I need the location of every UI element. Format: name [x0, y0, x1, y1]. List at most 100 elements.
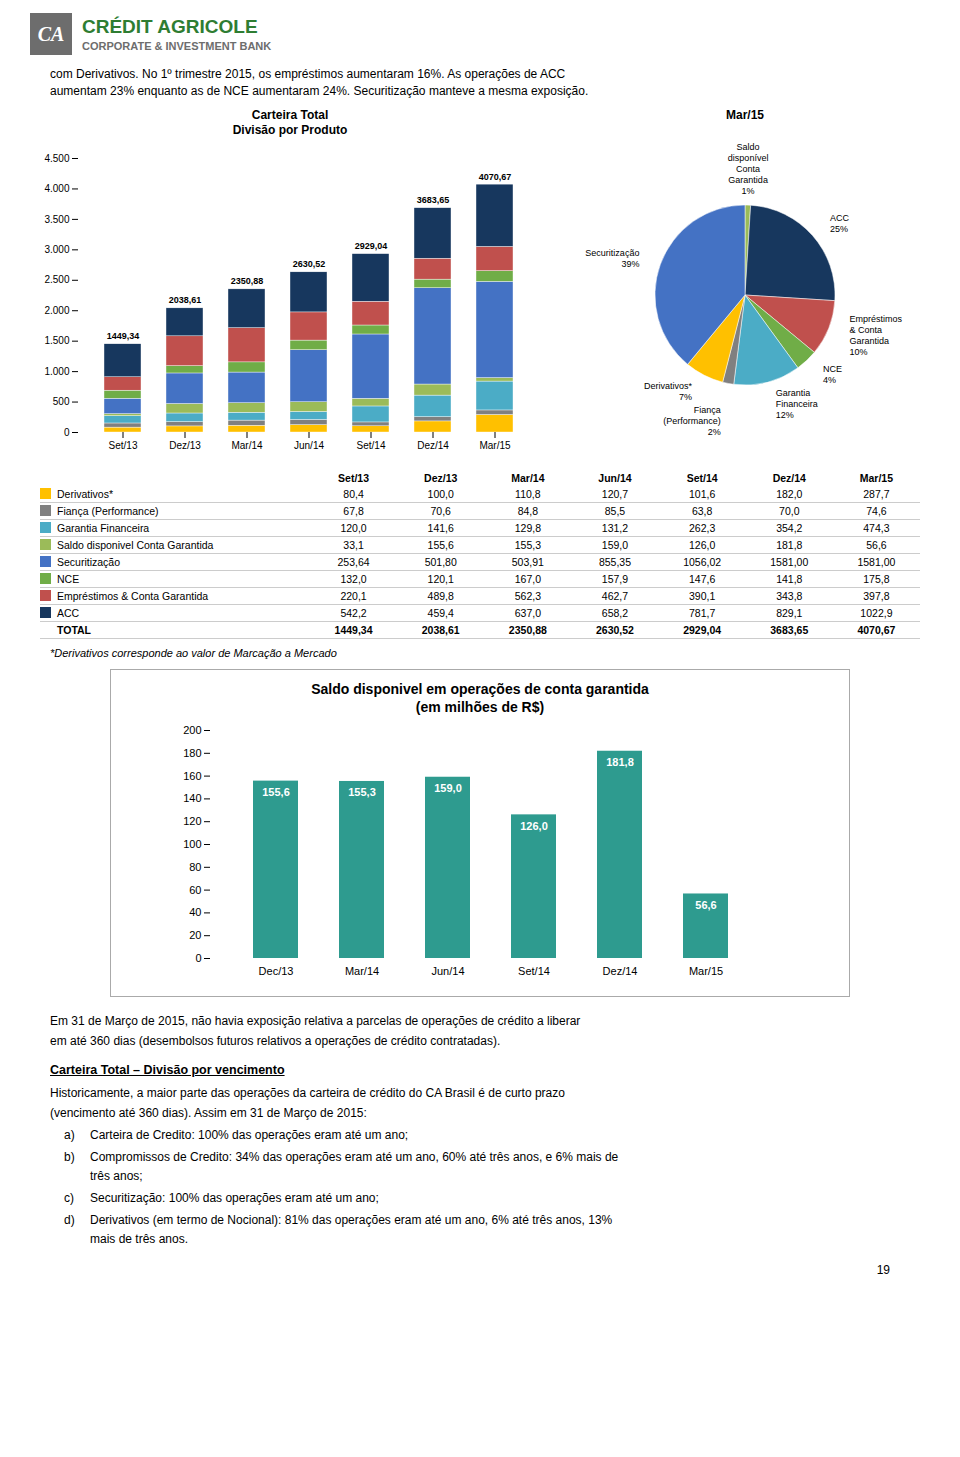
svg-text:3.000: 3.000 [44, 244, 69, 255]
html-text:aumentam 23% enquanto as de NC: aumentam 23% enquanto as de NCE aumentar… [50, 84, 589, 98]
svg-text:4.000: 4.000 [44, 183, 69, 194]
svg-text:200: 200 [183, 724, 201, 736]
svg-text:56,6: 56,6 [695, 899, 716, 911]
svg-text:0: 0 [64, 427, 70, 438]
svg-text:2.000: 2.000 [44, 305, 69, 316]
html-text:Fiança (Performance): Fiança (Performance) [57, 505, 159, 517]
svg-text:80: 80 [189, 861, 201, 873]
svg-text:1449,34: 1449,34 [107, 331, 140, 341]
svg-text:Fiança(Performance)2%: Fiança(Performance)2% [663, 405, 721, 437]
svg-text:Dez/13: Dez/13 [169, 440, 201, 451]
svg-text:Set/13: Set/13 [109, 440, 138, 451]
html-text:70,6: 70,6 [430, 505, 451, 517]
html-text:63,8: 63,8 [691, 505, 713, 517]
html-text:(em milhões de R$): (em milhões de R$) [415, 699, 545, 715]
svg-text:Derivativos*7%: Derivativos*7% [644, 381, 693, 402]
html-text:Mar/15: Mar/15 [859, 472, 894, 484]
svg-text:Mar/15: Mar/15 [479, 440, 511, 451]
html-text:três anos;: três anos; [90, 1169, 143, 1183]
svg-text:155,6: 155,6 [262, 786, 290, 798]
svg-text:180: 180 [183, 747, 201, 759]
svg-text:2038,61: 2038,61 [169, 295, 202, 305]
svg-text:159,0: 159,0 [434, 782, 462, 794]
html-text:Set/13: Set/13 [338, 472, 369, 484]
svg-text:60: 60 [189, 884, 201, 896]
html-text:80,4: 80,4 [343, 488, 364, 500]
html-text:com Derivativos. No 1º trimest: com Derivativos. No 1º trimestre 2015, o… [50, 67, 566, 81]
html-text:Dez/13: Dez/13 [424, 472, 458, 484]
html-text:182,0: 182,0 [776, 488, 803, 500]
html-text:19: 19 [876, 1263, 890, 1277]
svg-text:3.500: 3.500 [44, 214, 69, 225]
svg-text:2630,52: 2630,52 [293, 259, 326, 269]
svg-text:Mar/15: Mar/15 [689, 965, 723, 977]
html-text:Divisão por Produto: Divisão por Produto [232, 123, 348, 137]
html-text:Dez/14: Dez/14 [772, 472, 806, 484]
svg-text:Mar/14: Mar/14 [231, 440, 263, 451]
svg-text:Set/14: Set/14 [357, 440, 386, 451]
html-text:Carteira Total: Carteira Total [251, 108, 329, 122]
svg-text:160: 160 [183, 770, 201, 782]
svg-text:181,8: 181,8 [606, 756, 634, 768]
svg-text:4070,67: 4070,67 [479, 172, 512, 182]
svg-text:20: 20 [189, 929, 201, 941]
svg-text:500: 500 [53, 396, 70, 407]
svg-text:2350,88: 2350,88 [231, 276, 264, 286]
html-text:Carteira Total – Divisão por v: Carteira Total – Divisão por vencimento [50, 1063, 285, 1077]
html-text:Derivativos*: Derivativos* [57, 488, 113, 500]
html-text:Mar/15: Mar/15 [726, 108, 764, 122]
html-text:120,7: 120,7 [601, 488, 629, 500]
svg-text:Dez/14: Dez/14 [603, 965, 638, 977]
html-text:120,0: 120,0 [340, 522, 367, 534]
svg-text:NCE4%: NCE4% [823, 364, 842, 385]
svg-text:Empréstimos& ContaGarantida10%: Empréstimos& ContaGarantida10% [849, 314, 902, 357]
html-text:85,5: 85,5 [604, 505, 626, 517]
svg-text:0: 0 [195, 952, 201, 964]
svg-text:4.500: 4.500 [44, 153, 69, 164]
html-text:67,8: 67,8 [343, 505, 364, 517]
svg-text:Dec/13: Dec/13 [259, 965, 294, 977]
html-text:Garantia Financeira: Garantia Financeira [57, 522, 150, 534]
html-text:CRÉDIT AGRICOLE: CRÉDIT AGRICOLE [82, 16, 258, 37]
svg-text:40: 40 [189, 906, 201, 918]
svg-text:1.000: 1.000 [44, 366, 69, 377]
html-text:Historicamente, a maior parte: Historicamente, a maior parte das operaç… [50, 1086, 565, 1120]
html-text:100,0: 100,0 [427, 488, 454, 500]
svg-text:155,3: 155,3 [348, 786, 376, 798]
svg-text:2.500: 2.500 [44, 274, 69, 285]
html-text:mais de três anos.: mais de três anos. [90, 1232, 188, 1246]
svg-text:3683,65: 3683,65 [417, 195, 450, 205]
svg-text:Securitização39%: Securitização39% [585, 248, 639, 269]
svg-text:Set/14: Set/14 [518, 965, 550, 977]
html-text:CA: CA [37, 22, 65, 45]
html-text:CORPORATE & INVESTMENT BANK: CORPORATE & INVESTMENT BANK [82, 40, 272, 52]
html-text:Jun/14: Jun/14 [598, 472, 632, 484]
svg-text:Mar/14: Mar/14 [345, 965, 379, 977]
svg-text:120: 120 [183, 815, 201, 827]
html-text:Mar/14: Mar/14 [511, 472, 545, 484]
html-text:Securitização: 100% das operaç: Securitização: 100% das operações eram a… [90, 1191, 379, 1205]
html-text:287,7: 287,7 [863, 488, 890, 500]
html-text:Carteira de Credito: 100% das: Carteira de Credito: 100% das operações … [90, 1128, 409, 1142]
svg-text:GarantiaFinanceira12%: GarantiaFinanceira12% [776, 388, 818, 420]
svg-text:Jun/14: Jun/14 [431, 965, 464, 977]
html-text:Saldo disponivel em operações: Saldo disponivel em operações de conta g… [311, 681, 649, 697]
html-text:Derivativos (em termo de Nocio: Derivativos (em termo de Nocional): 81% … [90, 1213, 613, 1227]
svg-text:ACC25%: ACC25% [830, 213, 850, 234]
html-text:84,8: 84,8 [517, 505, 539, 517]
html-text:74,6: 74,6 [866, 505, 887, 517]
html-text:70,0: 70,0 [779, 505, 800, 517]
svg-text:1.500: 1.500 [44, 335, 69, 346]
svg-text:Jun/14: Jun/14 [294, 440, 324, 451]
svg-text:2929,04: 2929,04 [355, 241, 388, 251]
svg-text:100: 100 [183, 838, 201, 850]
html-text:Set/14: Set/14 [686, 472, 718, 484]
html-text:Em 31 de Março de 2015, não ha: Em 31 de Março de 2015, não havia exposi… [50, 1014, 581, 1048]
svg-text:140: 140 [183, 792, 201, 804]
svg-text:Dez/14: Dez/14 [417, 440, 449, 451]
html-text:101,6: 101,6 [689, 488, 716, 500]
svg-text:126,0: 126,0 [520, 820, 548, 832]
html-text:110,8: 110,8 [515, 488, 541, 500]
html-text:Compromissos de Credito: 34% d: Compromissos de Credito: 34% das operaçõ… [90, 1150, 619, 1164]
svg-text:SaldodisponívelContaGarantida1: SaldodisponívelContaGarantida1% [728, 142, 769, 196]
